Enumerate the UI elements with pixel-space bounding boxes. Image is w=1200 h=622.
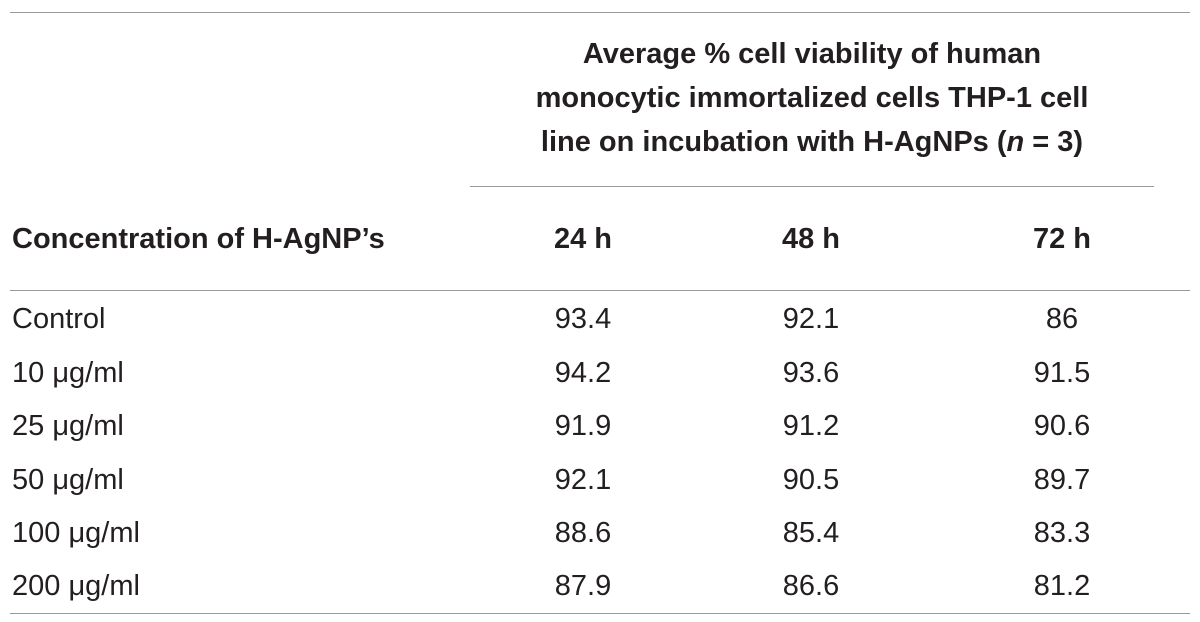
cell-72h: 81.2 (1033, 570, 1091, 602)
sample-size-symbol: n (1006, 126, 1025, 158)
cell-72h: 86 (1045, 303, 1079, 335)
cell-24h: 93.4 (554, 303, 612, 335)
cell-24h: 94.2 (554, 357, 612, 389)
spanning-header-line-3: line on incubation with H-AgNPs (n = 3) (470, 120, 1154, 164)
row-label: Control (12, 303, 106, 335)
spanning-header-line-2: monocytic immortalized cells THP-1 cell (535, 82, 1089, 114)
row-label: 10 μg/ml (12, 357, 124, 389)
cell-48h: 93.6 (782, 357, 840, 389)
row-label: 100 μg/ml (12, 517, 140, 549)
cell-48h: 85.4 (782, 517, 840, 549)
cell-72h: 91.5 (1033, 357, 1091, 389)
table-row: 10 μg/ml 94.2 93.6 91.5 (0, 355, 1200, 409)
spanning-header-line-3-end: = 3) (1024, 126, 1084, 158)
cell-72h: 89.7 (1033, 464, 1091, 496)
column-header-48h: 48 h (781, 223, 841, 255)
spanning-header-line-3-start: line on incubation with H-AgNPs ( (540, 126, 1007, 158)
cell-72h: 90.6 (1033, 410, 1091, 442)
table-row: 100 μg/ml 88.6 85.4 83.3 (0, 515, 1200, 569)
table-row: 25 μg/ml 91.9 91.2 90.6 (0, 408, 1200, 462)
row-label: 25 μg/ml (12, 410, 124, 442)
bottom-rule (10, 613, 1190, 614)
top-rule (10, 12, 1190, 13)
cell-24h: 91.9 (554, 410, 612, 442)
spanning-header-line-1: Average % cell viability of human (582, 38, 1042, 70)
cell-24h: 88.6 (554, 517, 612, 549)
cell-24h: 87.9 (554, 570, 612, 602)
cell-24h: 92.1 (554, 464, 612, 496)
row-label: 200 μg/ml (12, 570, 140, 602)
cell-48h: 90.5 (782, 464, 840, 496)
spanning-header-rule (470, 186, 1154, 187)
column-header-concentration: Concentration of H-AgNP’s (12, 223, 385, 255)
cell-48h: 91.2 (782, 410, 840, 442)
spanning-column-header: Average % cell viability of human monocy… (470, 32, 1154, 164)
column-header-24h: 24 h (553, 223, 613, 255)
column-header-72h: 72 h (1032, 223, 1092, 255)
table-row: 200 μg/ml 87.9 86.6 81.2 (0, 568, 1200, 622)
table-row: Control 93.4 92.1 86 (0, 301, 1200, 355)
row-label: 50 μg/ml (12, 464, 124, 496)
cell-48h: 92.1 (782, 303, 840, 335)
header-rule (10, 290, 1190, 291)
cell-48h: 86.6 (782, 570, 840, 602)
cell-72h: 83.3 (1033, 517, 1091, 549)
table-row: 50 μg/ml 92.1 90.5 89.7 (0, 462, 1200, 516)
